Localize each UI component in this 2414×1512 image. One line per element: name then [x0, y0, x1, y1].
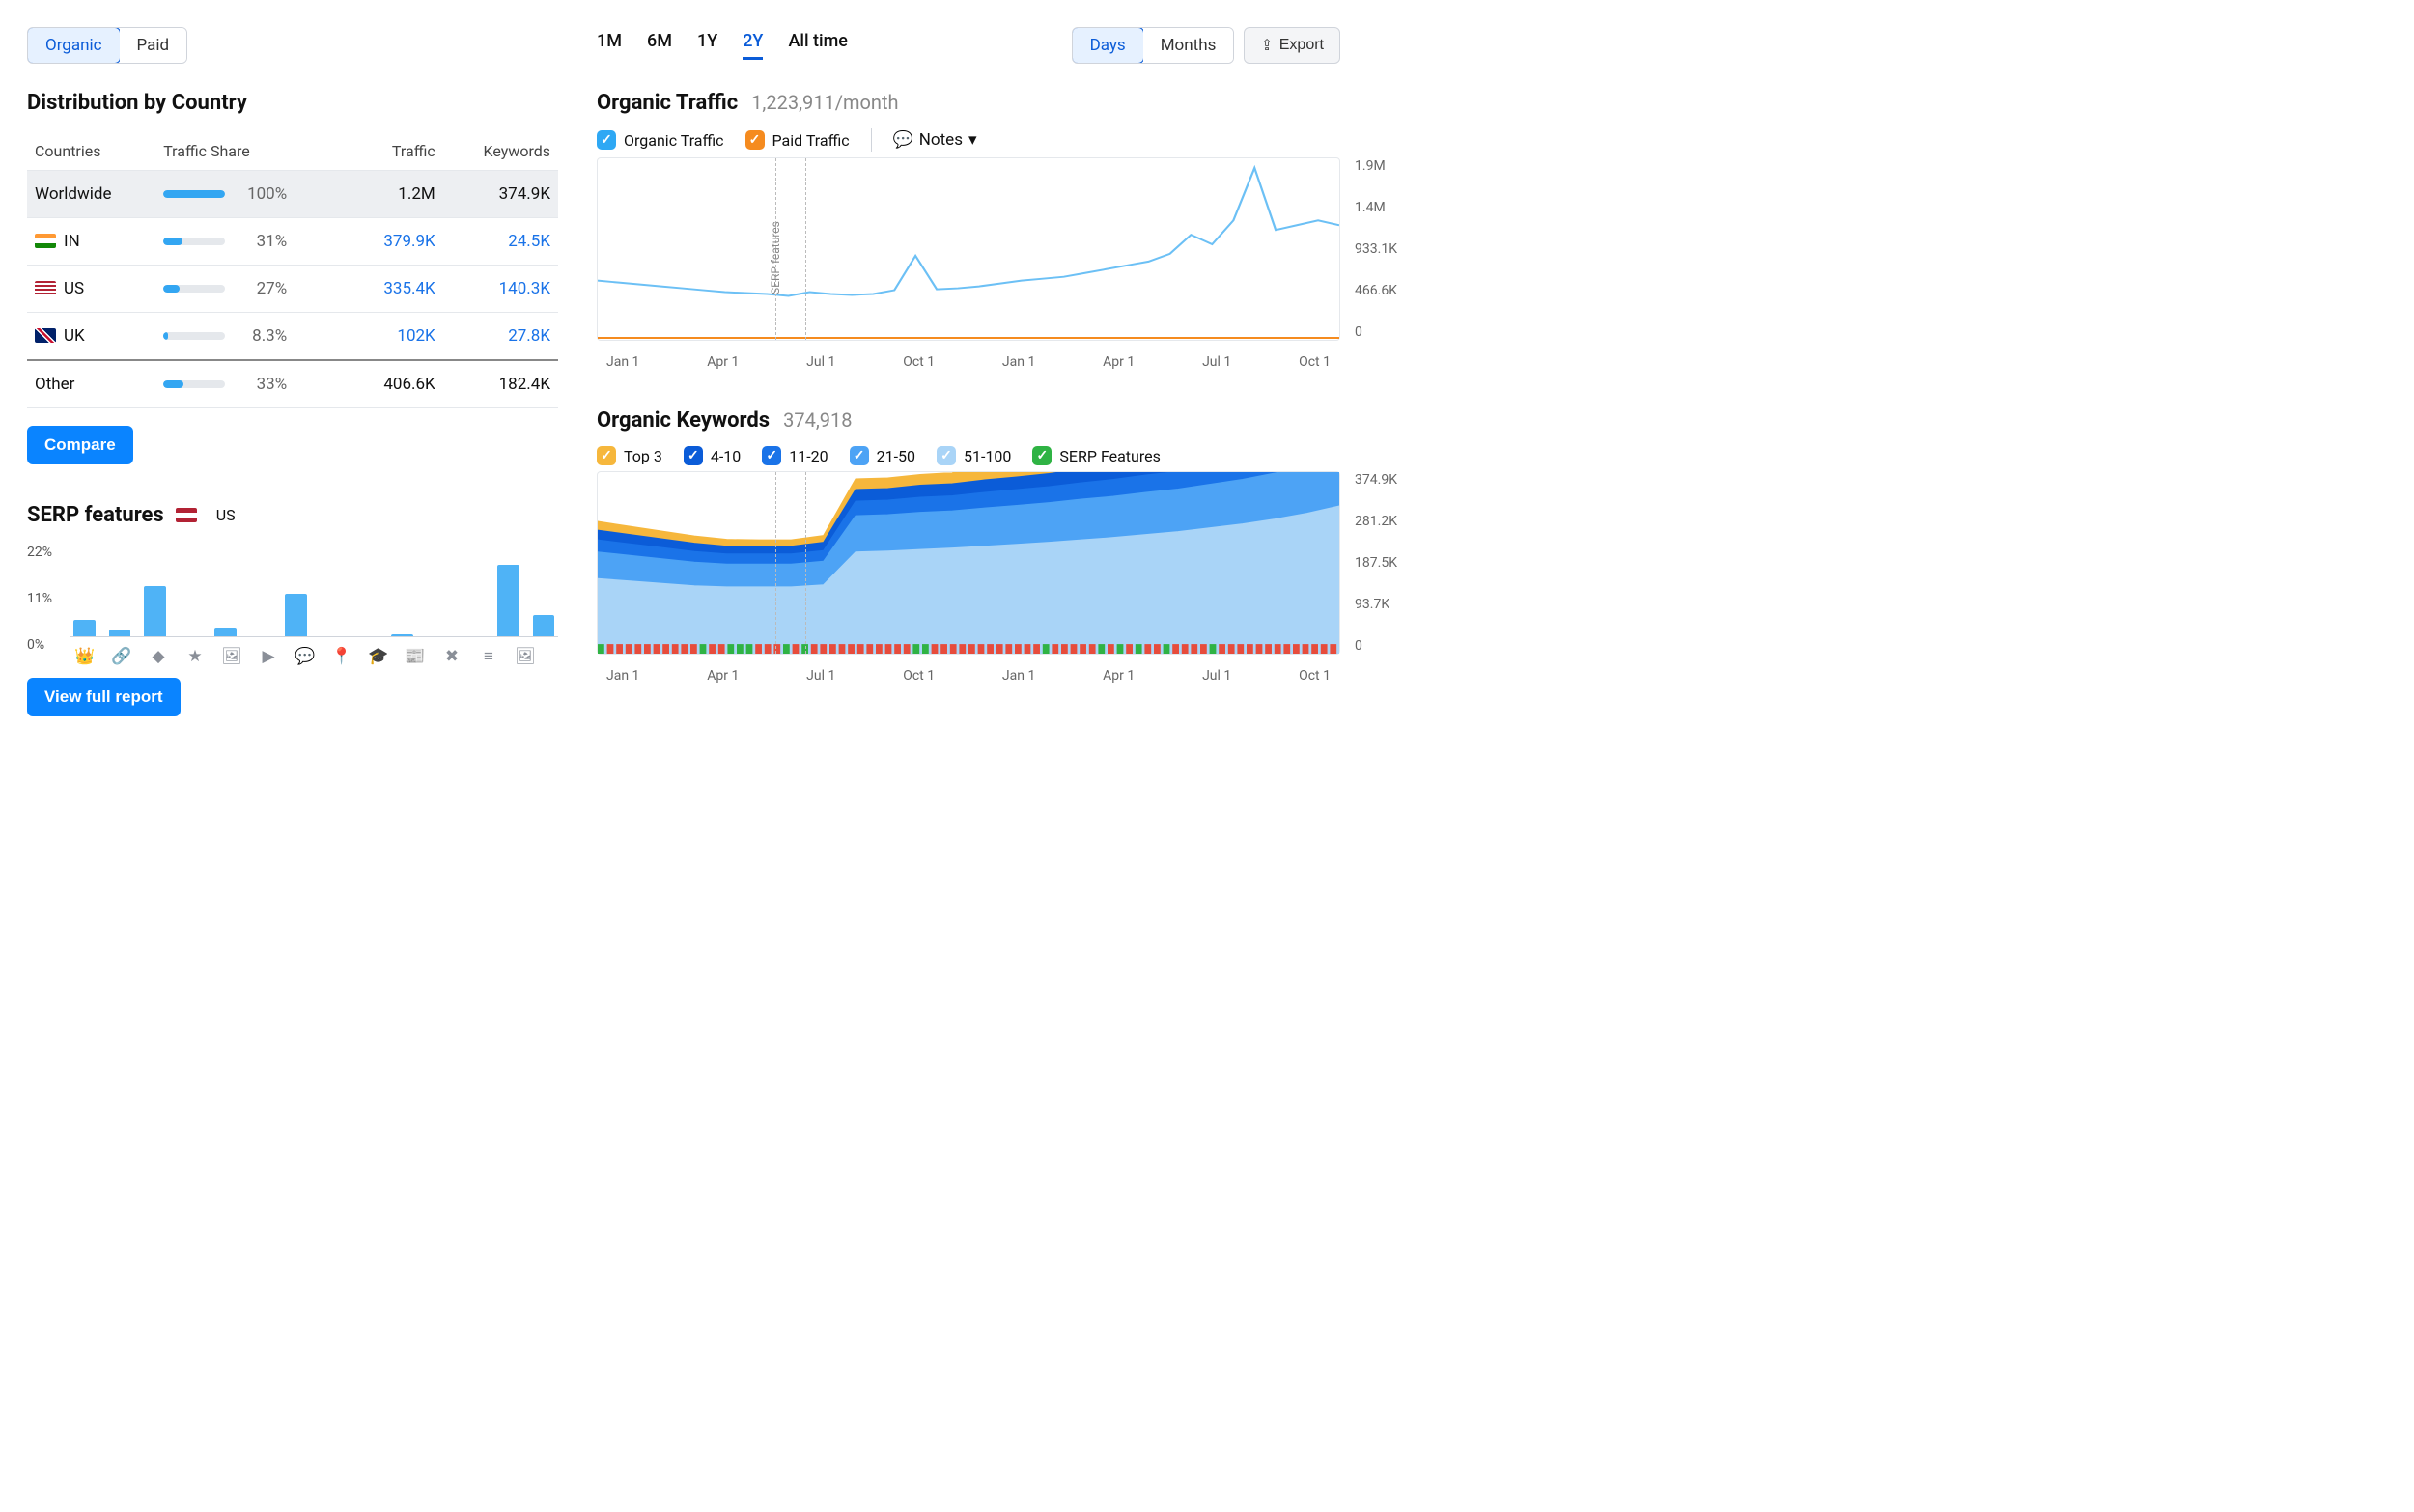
- traffic-value: 1,223,911/month: [751, 91, 898, 114]
- range-all-time[interactable]: All time: [788, 31, 848, 60]
- country-row-worldwide[interactable]: Worldwide100%1.2M374.9K: [27, 171, 558, 218]
- legend-item[interactable]: ✓11-20: [762, 446, 828, 465]
- col-3: Keywords: [443, 132, 558, 171]
- traffic-xaxis: Jan 1Apr 1Jul 1Oct 1Jan 1Apr 1Jul 1Oct 1: [597, 347, 1340, 370]
- keywords-chart: 374.9K281.2K187.5K93.7K0: [597, 471, 1340, 655]
- dist-title: Distribution by Country: [27, 91, 558, 115]
- serp-feature-icon[interactable]: 🖼: [514, 647, 537, 666]
- col-1: Traffic Share: [155, 132, 350, 171]
- serp-bar[interactable]: [391, 634, 413, 636]
- traffic-chart: 1.9M1.4M933.1K466.6K0 SERP features: [597, 157, 1340, 341]
- col-0: Countries: [27, 132, 155, 171]
- serp-feature-icon[interactable]: ✖: [440, 647, 463, 666]
- export-label: Export: [1279, 37, 1324, 54]
- serp-feature-icon[interactable]: 🎓: [367, 647, 390, 666]
- serp-marker-label: SERP features: [769, 221, 782, 294]
- country-table: CountriesTraffic ShareTrafficKeywords Wo…: [27, 132, 558, 408]
- country-row-us[interactable]: US27%335.4K140.3K: [27, 266, 558, 313]
- paid-pill[interactable]: Paid: [120, 28, 187, 63]
- keywords-xaxis: Jan 1Apr 1Jul 1Oct 1Jan 1Apr 1Jul 1Oct 1: [597, 660, 1340, 684]
- legend-item[interactable]: ✓Organic Traffic: [597, 130, 724, 150]
- days-pill[interactable]: Days: [1072, 27, 1144, 64]
- country-row-other[interactable]: Other33%406.6K182.4K: [27, 360, 558, 408]
- compare-button[interactable]: Compare: [27, 426, 133, 464]
- serp-feature-icon[interactable]: 💬: [294, 647, 317, 666]
- notes-toggle[interactable]: 💬 Notes ▾: [893, 130, 977, 150]
- legend-item[interactable]: ✓SERP Features: [1032, 446, 1160, 465]
- us-flag-icon: [176, 508, 197, 522]
- serp-bar[interactable]: [144, 586, 166, 636]
- serp-feature-icon[interactable]: 📍: [330, 647, 353, 666]
- traffic-type-toggle: Organic Paid: [27, 27, 187, 64]
- granularity-toggle: Days Months: [1072, 27, 1235, 64]
- serp-bar[interactable]: [497, 565, 519, 636]
- serp-feature-icon[interactable]: ▶: [257, 647, 280, 666]
- keywords-legend: ✓Top 3 ✓4-10 ✓11-20 ✓21-50 ✓51-100 ✓SERP Feat…: [597, 446, 1340, 465]
- legend-item[interactable]: ✓Paid Traffic: [745, 130, 850, 150]
- export-icon: ⇪: [1260, 36, 1273, 55]
- keywords-title: Organic Keywords: [597, 408, 770, 433]
- country-row-uk[interactable]: UK8.3%102K27.8K: [27, 313, 558, 361]
- serp-title: SERP features: [27, 503, 164, 527]
- view-full-report-button[interactable]: View full report: [27, 678, 181, 716]
- legend-item[interactable]: ✓Top 3: [597, 446, 662, 465]
- serp-feature-icon[interactable]: ≡: [477, 647, 500, 666]
- serp-bar[interactable]: [533, 615, 555, 636]
- flag-icon: [35, 281, 56, 295]
- range-2y[interactable]: 2Y: [743, 31, 763, 60]
- serp-feature-icon[interactable]: ★: [183, 647, 207, 666]
- serp-feature-icon[interactable]: 👑: [73, 647, 97, 666]
- serp-feature-icon[interactable]: 🔗: [110, 647, 133, 666]
- serp-bar[interactable]: [214, 628, 237, 636]
- serp-bar[interactable]: [109, 630, 131, 636]
- serp-region: US: [216, 506, 236, 524]
- keywords-value: 374,918: [783, 408, 852, 432]
- serp-feature-icon[interactable]: ◆: [147, 647, 170, 666]
- export-button[interactable]: ⇪ Export: [1244, 27, 1340, 64]
- traffic-legend: ✓Organic Traffic ✓Paid Traffic 💬 Notes ▾: [597, 128, 1340, 152]
- col-2: Traffic: [350, 132, 443, 171]
- traffic-title: Organic Traffic: [597, 91, 738, 115]
- organic-pill[interactable]: Organic: [27, 27, 121, 64]
- serp-bar[interactable]: [285, 594, 307, 636]
- serp-feature-icon[interactable]: 📰: [404, 647, 427, 666]
- flag-icon: [35, 234, 56, 248]
- serp-chart: 22%11%0% 👑🔗◆★🖼▶💬📍🎓📰✖≡🖼: [27, 545, 558, 660]
- legend-item[interactable]: ✓51-100: [937, 446, 1011, 465]
- time-range-tabs: 1M 6M 1Y 2Y All time: [597, 31, 848, 60]
- months-pill[interactable]: Months: [1143, 28, 1234, 63]
- country-row-in[interactable]: IN31%379.9K24.5K: [27, 218, 558, 266]
- range-1y[interactable]: 1Y: [697, 31, 717, 60]
- range-6m[interactable]: 6M: [647, 31, 672, 60]
- serp-bar[interactable]: [73, 620, 96, 636]
- range-1m[interactable]: 1M: [597, 31, 622, 60]
- serp-feature-icon[interactable]: 🖼: [220, 647, 243, 666]
- flag-icon: [35, 328, 56, 343]
- legend-item[interactable]: ✓4-10: [684, 446, 741, 465]
- legend-item[interactable]: ✓21-50: [850, 446, 915, 465]
